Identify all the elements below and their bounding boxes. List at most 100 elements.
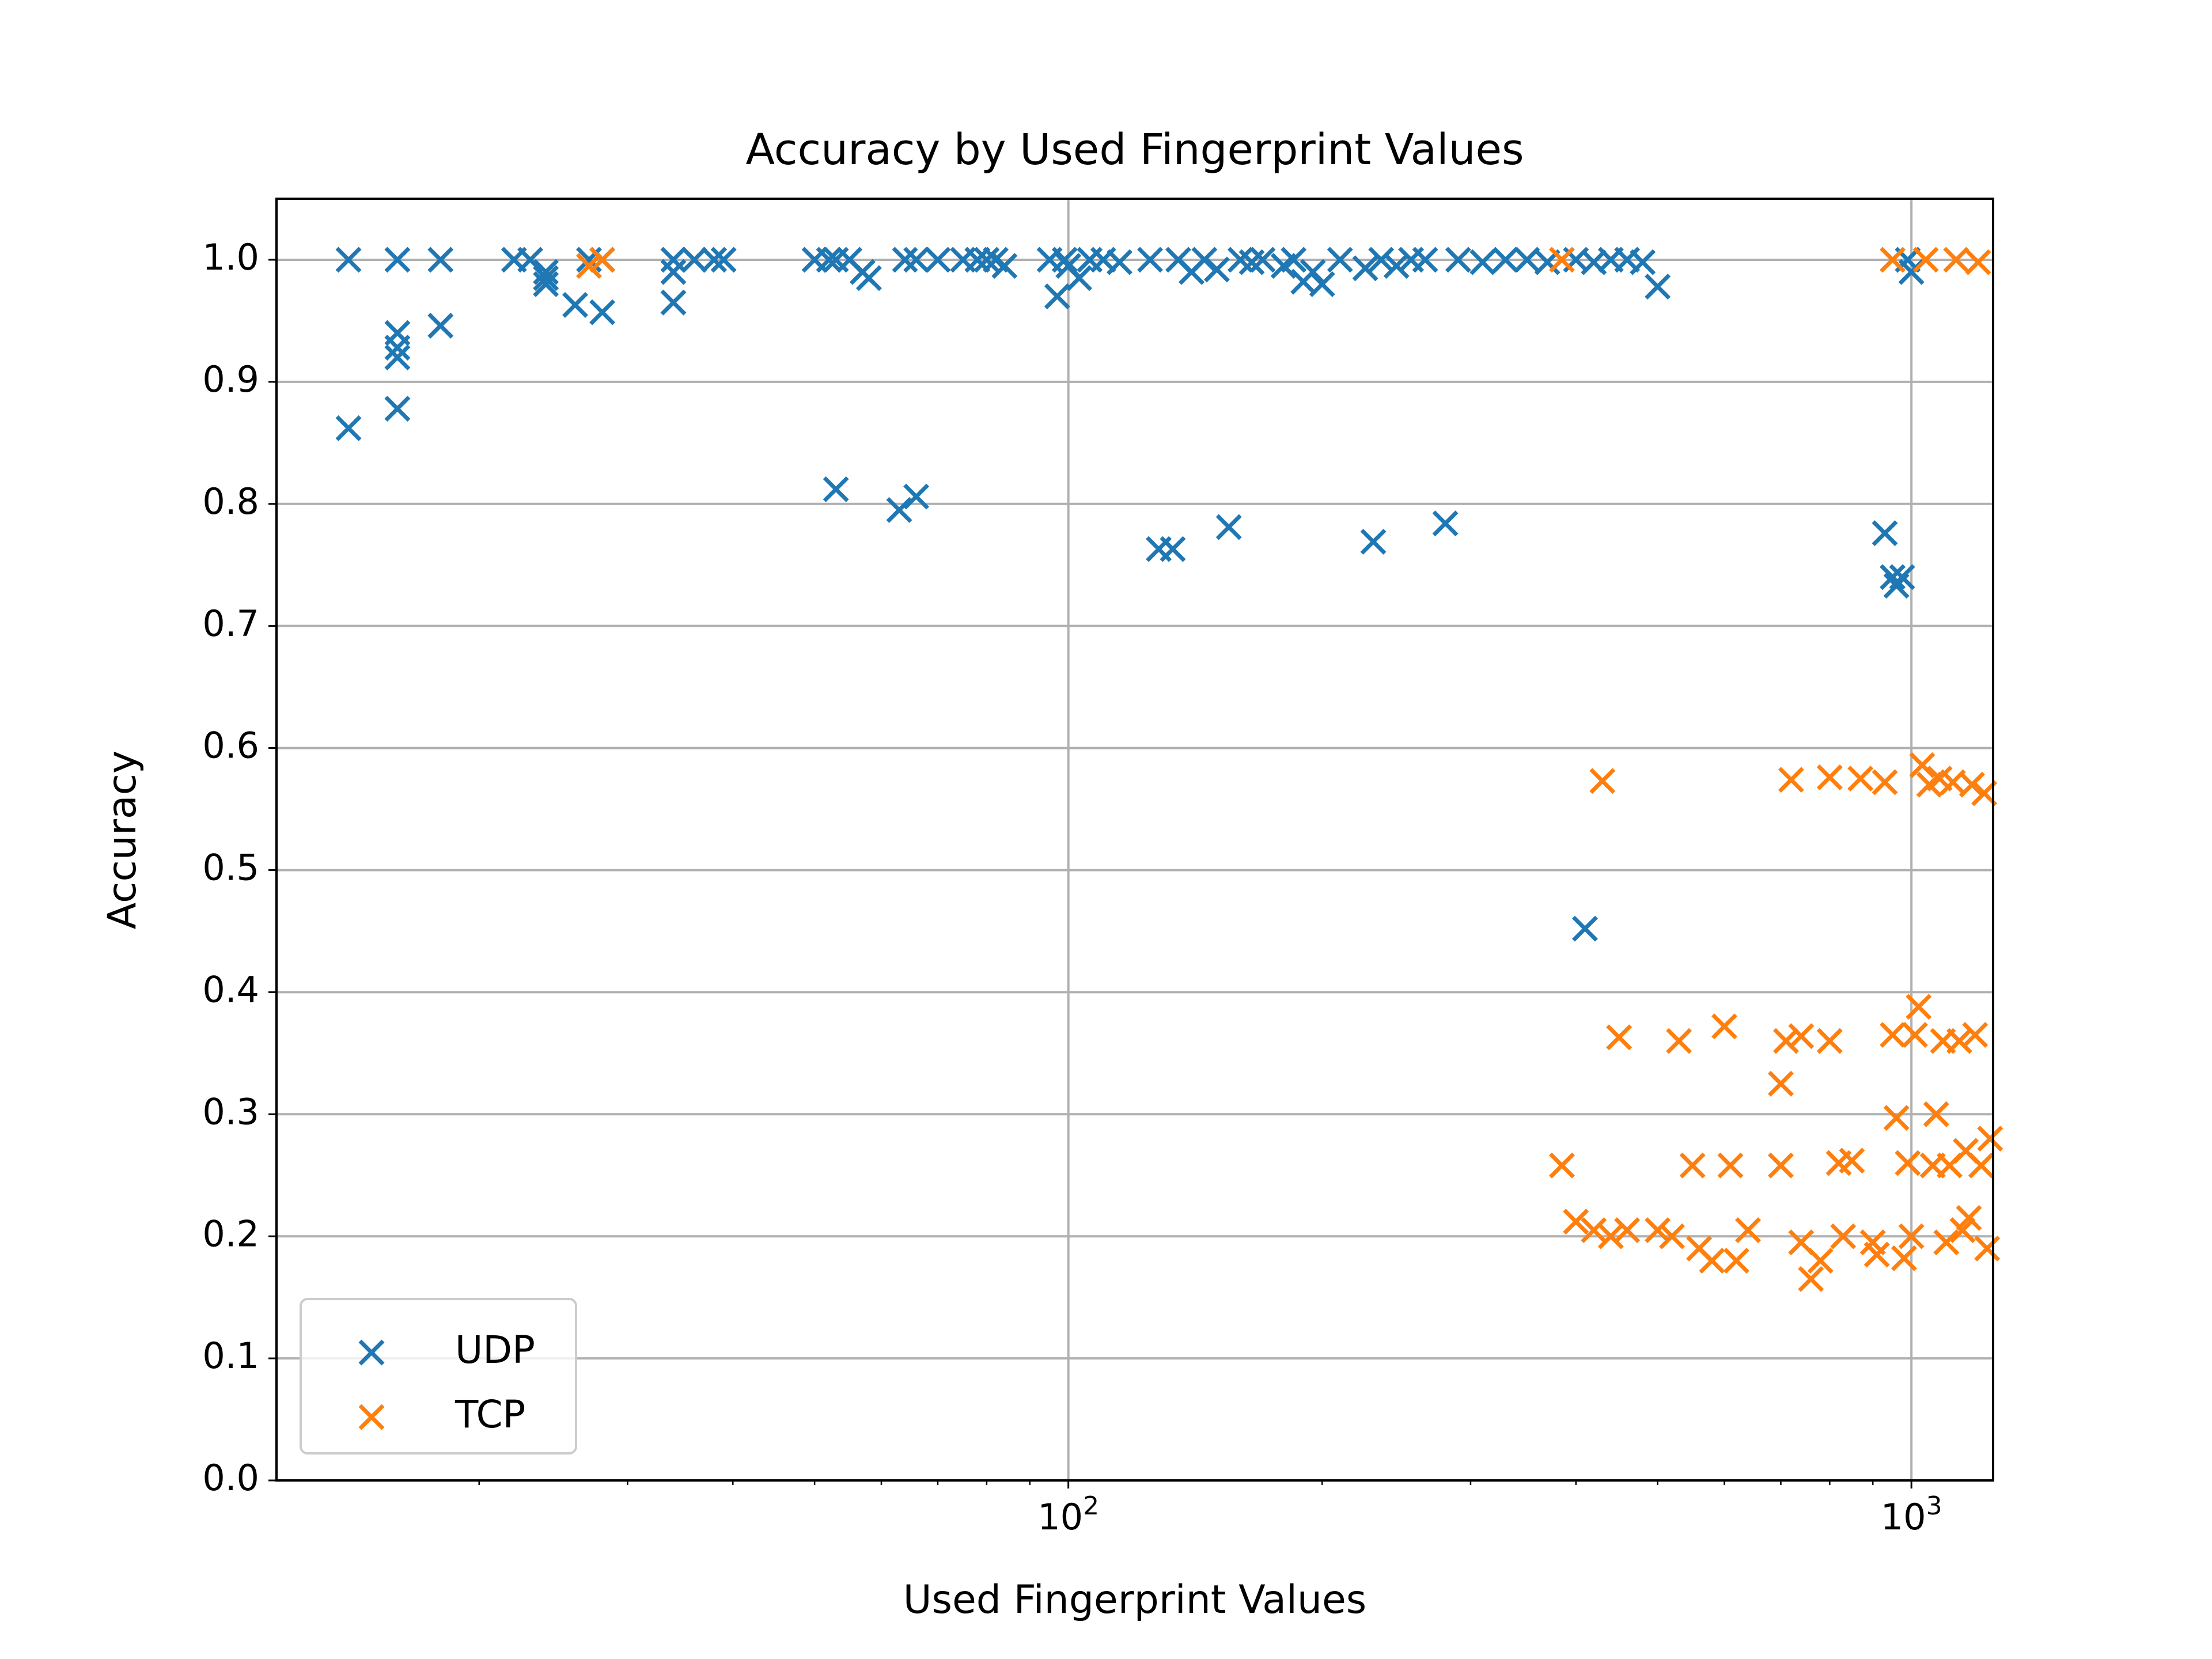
tcp-point bbox=[1679, 1152, 1706, 1179]
tcp-point bbox=[1933, 1229, 1960, 1256]
udp-point bbox=[1066, 265, 1092, 291]
udp-point bbox=[1309, 271, 1335, 297]
axis-ticks: 0.0 0.1 0.2 0.3 0.4 0.5 0.6 0.7 0.8 0.9 1.0 102 103 bbox=[202, 236, 1942, 1538]
udp-point bbox=[1327, 247, 1353, 273]
grid-lines bbox=[276, 199, 1993, 1482]
tcp-point bbox=[1773, 1028, 1799, 1054]
x-tick-label: 102 bbox=[1037, 1491, 1099, 1538]
tcp-point bbox=[1974, 1235, 2001, 1262]
udp-point bbox=[1160, 536, 1186, 562]
udp-point bbox=[384, 344, 411, 370]
udp-point bbox=[903, 483, 930, 510]
tcp-point bbox=[1830, 1223, 1857, 1249]
udp-point bbox=[660, 247, 687, 273]
y-tick-label: 0.9 bbox=[202, 358, 259, 400]
legend-marker-tcp-cross bbox=[358, 1404, 385, 1430]
tcp-point bbox=[1962, 1022, 1988, 1048]
udp-point bbox=[1352, 255, 1378, 282]
tcp-point bbox=[1549, 1152, 1575, 1179]
udp-point bbox=[335, 415, 362, 441]
y-tick-label: 1.0 bbox=[202, 236, 259, 278]
y-tick-label: 0.6 bbox=[202, 725, 259, 767]
x-axis-label: Used Fingerprint Values bbox=[903, 1577, 1366, 1623]
tcp-point bbox=[1735, 1217, 1761, 1244]
tcp-point bbox=[1549, 247, 1575, 273]
udp-point bbox=[823, 476, 849, 502]
tcp-point bbox=[1816, 764, 1843, 790]
udp-point bbox=[533, 265, 559, 291]
udp-point bbox=[1137, 247, 1163, 273]
tcp-point bbox=[1788, 1023, 1815, 1050]
legend-label-tcp: TCP bbox=[454, 1392, 525, 1437]
tcp-point bbox=[1968, 1152, 1994, 1179]
udp-point bbox=[1281, 247, 1307, 273]
tcp-point bbox=[1891, 1245, 1917, 1271]
tcp-point bbox=[1659, 1223, 1685, 1249]
udp-point bbox=[533, 259, 559, 285]
tcp-point bbox=[1898, 1223, 1925, 1249]
y-tick-label: 0.1 bbox=[202, 1335, 259, 1377]
udp-point bbox=[1044, 283, 1070, 309]
legend-marker-udp bbox=[358, 1339, 385, 1366]
udp-point bbox=[335, 247, 362, 273]
y-axis-label: Accuracy bbox=[100, 751, 145, 929]
tcp-point bbox=[1778, 767, 1804, 793]
udp-point bbox=[1215, 514, 1242, 540]
tcp-point bbox=[1717, 1152, 1744, 1179]
udp-point bbox=[974, 247, 1000, 273]
udp-point bbox=[710, 247, 737, 273]
tcp-point bbox=[1895, 1150, 1921, 1176]
tcp-point bbox=[1767, 1070, 1794, 1097]
udp-point bbox=[1432, 510, 1459, 537]
y-tick-label: 0.2 bbox=[202, 1213, 259, 1255]
tcp-point bbox=[1912, 247, 1939, 273]
udp-point bbox=[427, 312, 454, 339]
tcp-point bbox=[1880, 1022, 1906, 1048]
y-tick-label: 0.5 bbox=[202, 847, 259, 889]
udp-point bbox=[1368, 247, 1395, 273]
udp-point bbox=[1493, 247, 1518, 273]
tcp-point bbox=[1909, 752, 1936, 778]
tcp-point bbox=[1971, 780, 1998, 806]
tcp-point bbox=[1977, 1126, 2003, 1152]
tcp-point bbox=[1699, 1248, 1725, 1274]
y-tick-label: 0.0 bbox=[202, 1457, 259, 1499]
tcp-point bbox=[1839, 1147, 1865, 1174]
udp-point bbox=[1630, 249, 1656, 275]
udp-point bbox=[384, 335, 411, 361]
udp-point bbox=[1872, 520, 1898, 547]
udp-point bbox=[660, 289, 687, 316]
tcp-point bbox=[1589, 768, 1616, 794]
tcp-point bbox=[1563, 1209, 1589, 1235]
tcp-point bbox=[1949, 1217, 1976, 1244]
y-tick-label: 0.7 bbox=[202, 603, 259, 645]
tcp-point bbox=[1711, 1013, 1737, 1040]
y-tick-label: 0.8 bbox=[202, 480, 259, 522]
udp-point bbox=[1383, 253, 1410, 279]
udp-point bbox=[660, 259, 687, 285]
tcp-point bbox=[1880, 247, 1906, 273]
plot-area-frame bbox=[275, 198, 1994, 1482]
udp-point bbox=[1203, 256, 1230, 283]
udp-point bbox=[384, 247, 411, 273]
tcp-point bbox=[1883, 1105, 1910, 1131]
tcp-point bbox=[1906, 994, 1932, 1020]
tcp-point bbox=[1798, 1266, 1824, 1292]
tcp-point bbox=[1767, 1152, 1794, 1179]
udp-point bbox=[1412, 247, 1438, 273]
tcp-point bbox=[1597, 1223, 1624, 1249]
tcp-point bbox=[575, 253, 602, 279]
tcp-point bbox=[1606, 1024, 1633, 1051]
tcp-point bbox=[1943, 247, 1969, 273]
udp-point bbox=[1572, 915, 1598, 942]
udp-point bbox=[1889, 564, 1915, 590]
tcp-point bbox=[1645, 1217, 1671, 1244]
legend-label-udp: UDP bbox=[455, 1328, 535, 1372]
tcp-point bbox=[1956, 1205, 1982, 1231]
tcp-point bbox=[1863, 1241, 1890, 1268]
udp-point bbox=[1469, 249, 1496, 275]
tcp-point bbox=[1923, 1101, 1949, 1127]
udp-point bbox=[816, 247, 842, 273]
udp-point bbox=[533, 271, 559, 297]
